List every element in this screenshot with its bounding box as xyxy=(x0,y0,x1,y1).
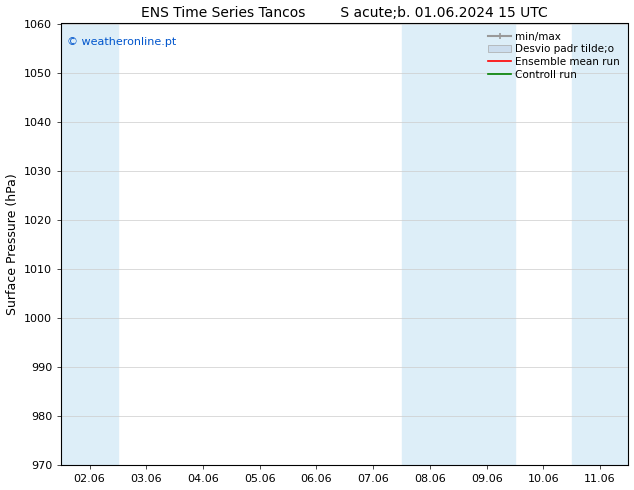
Bar xyxy=(401,24,458,465)
Bar xyxy=(628,24,634,465)
Legend: min/max, Desvio padr tilde;o, Ensemble mean run, Controll run: min/max, Desvio padr tilde;o, Ensemble m… xyxy=(485,29,623,83)
Title: ENS Time Series Tancos        S acute;b. 01.06.2024 15 UTC: ENS Time Series Tancos S acute;b. 01.06.… xyxy=(141,5,548,20)
Y-axis label: Surface Pressure (hPa): Surface Pressure (hPa) xyxy=(6,173,18,316)
Bar xyxy=(61,24,118,465)
Bar xyxy=(458,24,515,465)
Text: © weatheronline.pt: © weatheronline.pt xyxy=(67,37,176,47)
Bar xyxy=(572,24,628,465)
